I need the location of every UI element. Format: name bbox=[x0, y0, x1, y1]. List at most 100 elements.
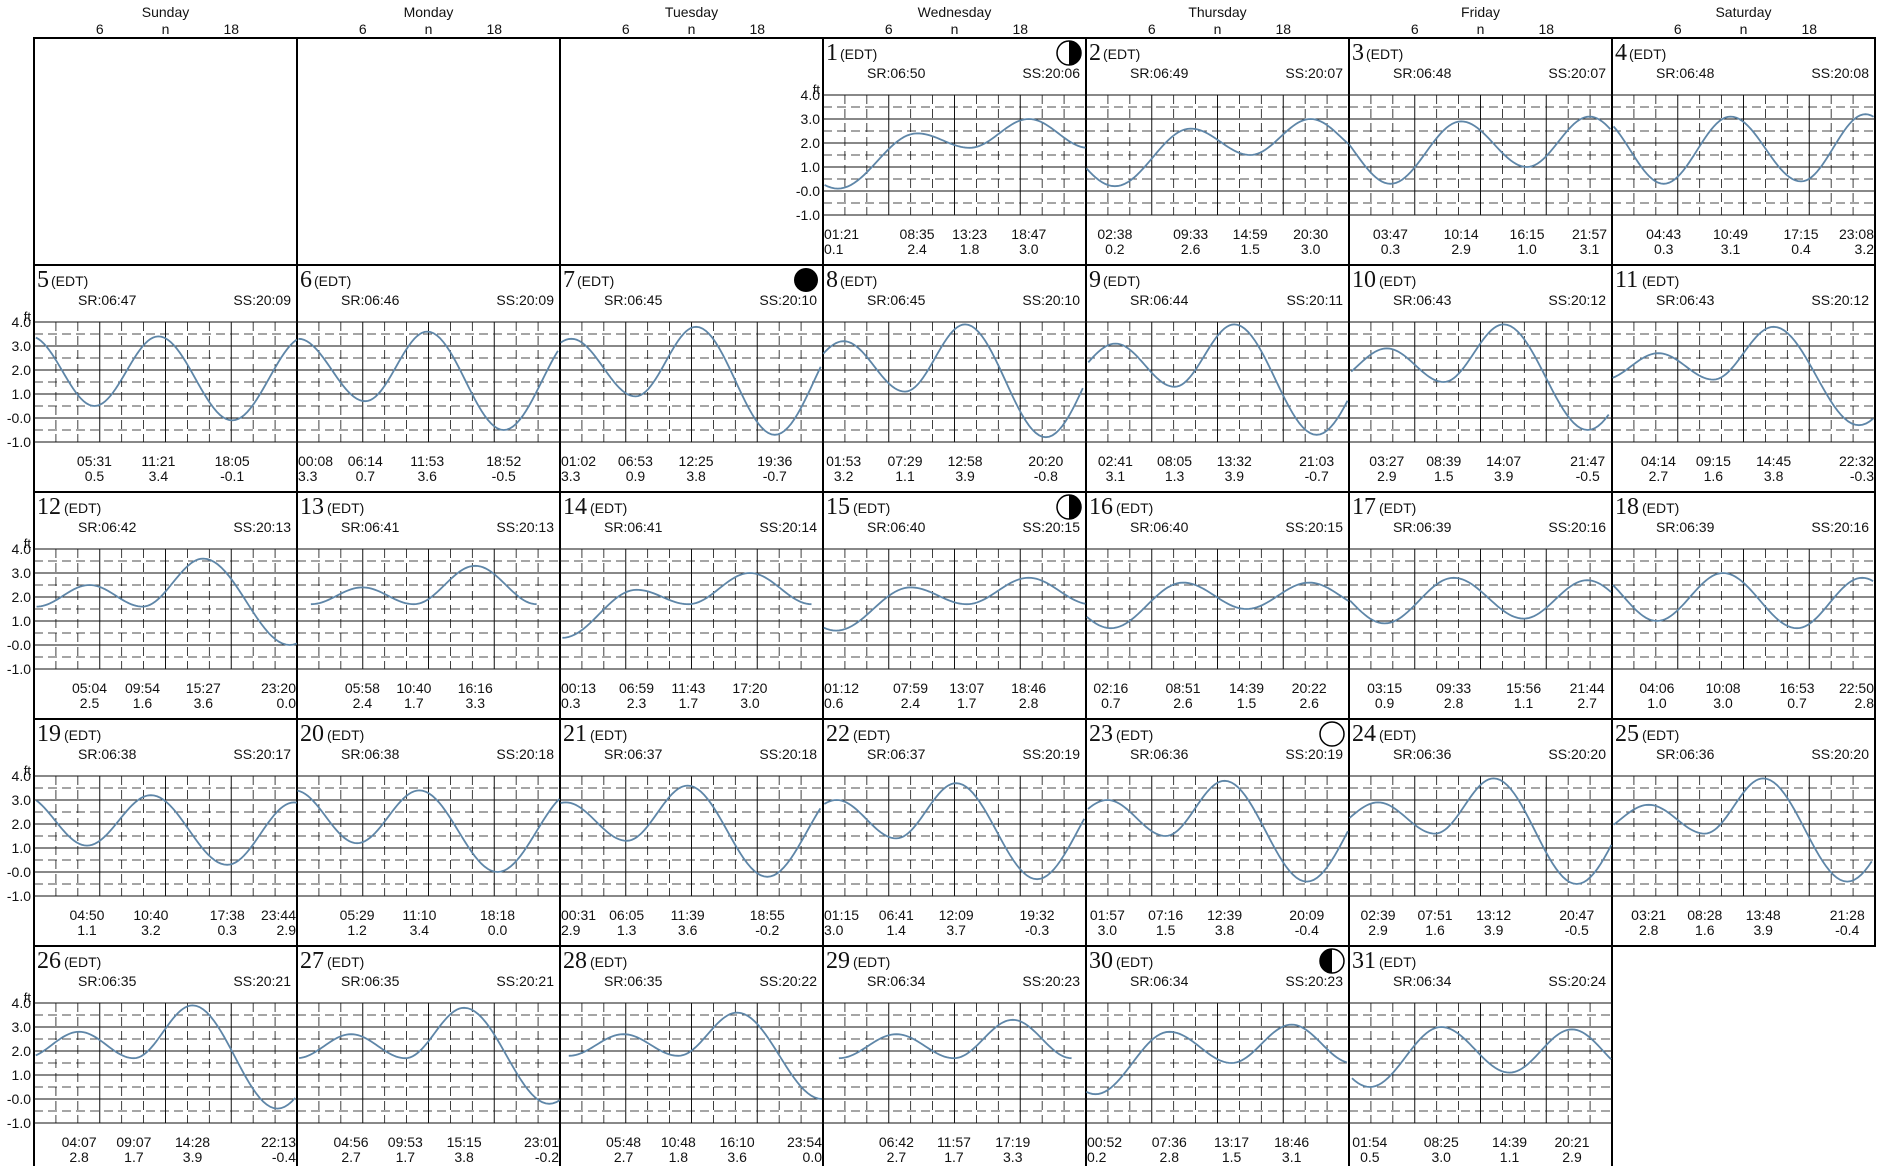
hour-tick-label: 6 bbox=[1674, 21, 1682, 37]
sunset-label: SS:20:09 bbox=[496, 292, 554, 308]
day-number: 25 bbox=[1615, 721, 1639, 747]
day-number: 24 bbox=[1352, 721, 1376, 747]
tide-curve bbox=[1613, 777, 1873, 883]
plot-grid bbox=[34, 321, 297, 443]
tide-height-label: 3.0 bbox=[1713, 695, 1733, 711]
hour-tick-label: 18 bbox=[1275, 21, 1291, 37]
day-cell-20: 20 (EDT) SR:06:38 SS:20:18 05:291.2 11:103.4 1… bbox=[297, 721, 561, 938]
tide-height-label: 2.6 bbox=[1299, 695, 1319, 711]
tide-time-label: 17:38 bbox=[210, 907, 245, 923]
day-number: 18 bbox=[1615, 494, 1639, 520]
y-axis-label: 4.0 bbox=[12, 768, 32, 784]
tide-time-label: 01:54 bbox=[1352, 1134, 1387, 1150]
unit-label: ft bbox=[24, 309, 32, 324]
plot-grid bbox=[560, 321, 823, 443]
tide-time-label: 23:08 bbox=[1839, 226, 1874, 242]
tide-curve bbox=[823, 576, 1086, 632]
y-axis-label: -1.0 bbox=[7, 661, 31, 677]
sunset-label: SS:20:06 bbox=[1022, 65, 1080, 81]
day-number: 29 bbox=[826, 948, 850, 974]
tide-height-label: 0.2 bbox=[1105, 241, 1125, 257]
tide-height-label: 0.9 bbox=[1375, 695, 1395, 711]
day-number: 1 bbox=[826, 40, 838, 66]
first-quarter-moon-icon bbox=[1056, 40, 1082, 66]
day-cell-15: 15 (EDT) SR:06:40 SS:20:15 01:120.6 07:592.4 1… bbox=[823, 494, 1086, 711]
sunrise-label: SR:06:45 bbox=[604, 292, 663, 308]
tide-time-label: 16:53 bbox=[1779, 680, 1814, 696]
sunset-label: SS:20:12 bbox=[1548, 292, 1606, 308]
tide-time-label: 03:21 bbox=[1631, 907, 1666, 923]
day-cell-19: 19 (EDT) SR:06:38 SS:20:17 ft4.0 3.0 2.0 1.0 -0.… bbox=[7, 721, 297, 938]
tide-height-label: 1.1 bbox=[77, 922, 97, 938]
sunrise-label: SR:06:50 bbox=[867, 65, 926, 81]
tide-height-label: -0.3 bbox=[1025, 922, 1049, 938]
moon-shade bbox=[1069, 41, 1081, 65]
y-axis-label: 2.0 bbox=[12, 589, 32, 605]
plot-grid bbox=[823, 94, 1086, 216]
tide-time-label: 20:20 bbox=[1028, 453, 1063, 469]
tide-height-label: -0.8 bbox=[1034, 468, 1058, 484]
tide-height-label: -0.5 bbox=[1565, 922, 1589, 938]
tide-height-label: 1.2 bbox=[347, 922, 367, 938]
timezone-label: (EDT) bbox=[1379, 500, 1416, 516]
timezone-label: (EDT) bbox=[1642, 273, 1679, 289]
tide-height-label: 3.3 bbox=[561, 468, 581, 484]
timezone-label: (EDT) bbox=[1379, 727, 1416, 743]
calendar-frame bbox=[33, 37, 1876, 1166]
tide-time-label: 23:54 bbox=[787, 1134, 822, 1150]
tide-time-label: 14:28 bbox=[175, 1134, 210, 1150]
tide-time-label: 09:54 bbox=[125, 680, 160, 696]
tide-height-label: 3.3 bbox=[466, 695, 486, 711]
tide-height-label: 3.9 bbox=[183, 1149, 203, 1165]
sunrise-label: SR:06:43 bbox=[1393, 292, 1452, 308]
tide-time-label: 05:29 bbox=[340, 907, 375, 923]
tide-curve bbox=[823, 782, 1086, 881]
tide-time-label: 00:08 bbox=[298, 453, 333, 469]
unit-label: ft bbox=[24, 536, 32, 551]
plot-grid bbox=[1612, 321, 1875, 443]
tide-height-label: 0.5 bbox=[85, 468, 105, 484]
tide-time-label: 05:58 bbox=[345, 680, 380, 696]
day-cell-5: 5 (EDT) SR:06:47 SS:20:09 ft4.0 3.0 2.0 1.0 -0.0… bbox=[7, 267, 298, 484]
day-cell-11: 11 (EDT) SR:06:43 SS:20:12 04:142.7 09:151.6 1… bbox=[1612, 267, 1875, 484]
y-axis-label: -0.0 bbox=[7, 864, 31, 880]
tide-time-label: 22:13 bbox=[261, 1134, 296, 1150]
tide-height-label: 0.2 bbox=[1087, 1149, 1107, 1165]
tide-height-label: 2.7 bbox=[341, 1149, 361, 1165]
tide-time-label: 11:10 bbox=[402, 907, 436, 923]
moon-shade bbox=[1320, 949, 1332, 973]
tide-curve bbox=[562, 572, 812, 639]
tide-curve bbox=[35, 794, 297, 866]
tide-height-label: 2.8 bbox=[1160, 1149, 1180, 1165]
sunset-label: SS:20:23 bbox=[1022, 973, 1080, 989]
timezone-label: (EDT) bbox=[327, 727, 364, 743]
tide-height-label: 0.0 bbox=[277, 695, 297, 711]
tide-height-label: 3.3 bbox=[1003, 1149, 1023, 1165]
tide-height-label: 2.7 bbox=[887, 1149, 907, 1165]
tide-time-label: 04:50 bbox=[69, 907, 104, 923]
sunrise-label: SR:06:37 bbox=[867, 746, 926, 762]
tide-height-label: 0.1 bbox=[824, 241, 844, 257]
tide-curve bbox=[1085, 118, 1350, 188]
tide-time-label: 13:17 bbox=[1214, 1134, 1249, 1150]
unit-label: ft bbox=[24, 763, 32, 778]
sunset-label: SS:20:21 bbox=[496, 973, 554, 989]
sunrise-label: SR:06:36 bbox=[1130, 746, 1189, 762]
day-cell-7: 7 (EDT) SR:06:45 SS:20:10 01:023.3 06:530.9 12… bbox=[560, 267, 823, 484]
tide-height-label: 0.0 bbox=[803, 1149, 823, 1165]
tide-time-label: 06:41 bbox=[879, 907, 914, 923]
day-cell-6: 6 (EDT) SR:06:46 SS:20:09 00:083.3 06:140.7 11… bbox=[297, 267, 560, 484]
timezone-label: (EDT) bbox=[1103, 273, 1140, 289]
tide-time-label: 11:57 bbox=[937, 1134, 971, 1150]
day-number: 28 bbox=[563, 948, 587, 974]
y-axis-label: 1.0 bbox=[12, 386, 32, 402]
tide-curve bbox=[35, 335, 298, 422]
tide-height-label: 3.6 bbox=[194, 695, 214, 711]
day-number: 17 bbox=[1352, 494, 1376, 520]
sunrise-label: SR:06:38 bbox=[78, 746, 137, 762]
day-cell-1: 1 (EDT) SR:06:50 SS:20:06 ft4.0 3.0 2.0 1.0 -0.0… bbox=[796, 40, 1086, 257]
hour-tick-label: 18 bbox=[486, 21, 502, 37]
tide-height-label: -0.4 bbox=[1295, 922, 1319, 938]
tide-curve bbox=[1350, 323, 1610, 431]
sunrise-label: SR:06:39 bbox=[1656, 519, 1715, 535]
